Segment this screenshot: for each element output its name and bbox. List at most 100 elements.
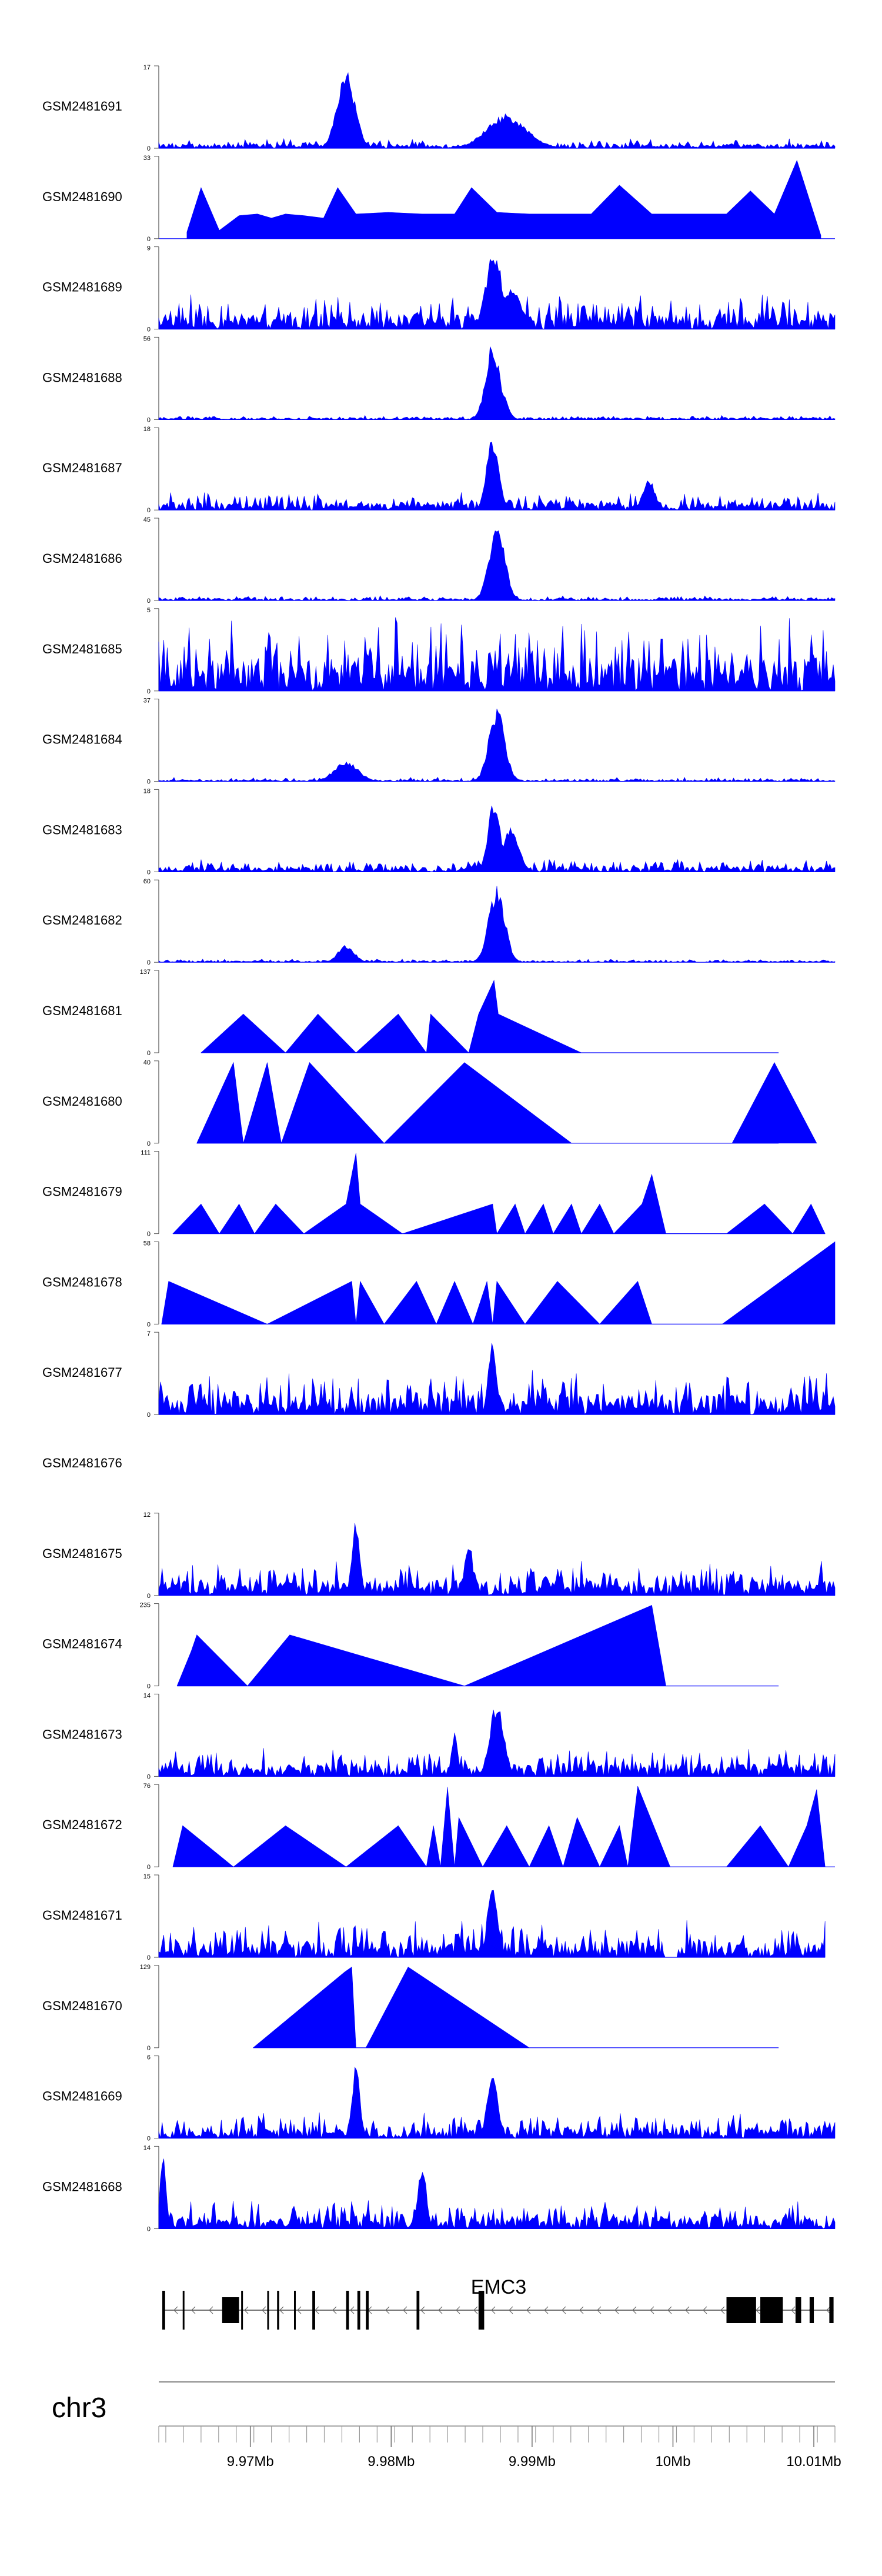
coverage-area bbox=[158, 2158, 836, 2230]
y-max-label: 7 bbox=[147, 1330, 151, 1337]
y-max-label: 137 bbox=[140, 969, 151, 976]
y-zero-label: 0 bbox=[147, 1864, 151, 1871]
track-label: GSM2481682 bbox=[42, 913, 122, 927]
strand-arrow-icon bbox=[597, 2306, 602, 2314]
y-zero-label: 0 bbox=[147, 145, 151, 152]
track-label: GSM2481677 bbox=[42, 1365, 122, 1380]
track-GSM2481672: GSM2481672 76 0 bbox=[42, 1783, 835, 1871]
coverage-area bbox=[252, 1967, 530, 2048]
strand-arrow-icon bbox=[544, 2306, 549, 2314]
track-label: GSM2481691 bbox=[42, 99, 122, 114]
axis-tick-label: 9.99Mb bbox=[509, 2454, 556, 2470]
coverage-area bbox=[161, 1241, 836, 1325]
track-label: GSM2481672 bbox=[42, 1817, 122, 1832]
y-max-label: 9 bbox=[147, 245, 151, 252]
gene-model-track: EMC3 bbox=[162, 2276, 834, 2330]
strand-arrow-icon bbox=[791, 2306, 796, 2314]
y-zero-label: 0 bbox=[147, 326, 151, 333]
y-max-label: 129 bbox=[140, 1964, 151, 1971]
y-max-label: 56 bbox=[143, 335, 151, 342]
coverage-area bbox=[158, 530, 836, 601]
gene-exon bbox=[726, 2297, 756, 2323]
gene-exon bbox=[277, 2291, 279, 2330]
y-max-label: 17 bbox=[143, 64, 151, 71]
track-label: GSM2481687 bbox=[42, 461, 122, 475]
track-label: GSM2481671 bbox=[42, 1908, 122, 1923]
strand-arrow-icon bbox=[350, 2306, 355, 2314]
y-zero-label: 0 bbox=[147, 959, 151, 966]
strand-arrow-icon bbox=[473, 2306, 478, 2314]
strand-arrow-icon bbox=[403, 2306, 407, 2314]
y-zero-label: 0 bbox=[147, 2225, 151, 2233]
coverage-area bbox=[158, 1343, 836, 1415]
track-label: GSM2481685 bbox=[42, 642, 122, 656]
coverage-area bbox=[158, 442, 836, 510]
track-label: GSM2481668 bbox=[42, 2179, 122, 2194]
y-zero-label: 0 bbox=[147, 2135, 151, 2143]
y-max-label: 15 bbox=[143, 1873, 151, 1880]
track-label: GSM2481678 bbox=[42, 1274, 122, 1289]
track-GSM2481689: GSM2481689 9 0 bbox=[42, 245, 836, 333]
track-GSM2481687: GSM2481687 18 0 bbox=[42, 426, 836, 514]
gene-exon bbox=[795, 2297, 801, 2323]
gene-exon bbox=[312, 2291, 315, 2330]
track-GSM2481670: GSM2481670 129 0 bbox=[42, 1964, 779, 2052]
coverage-area bbox=[201, 979, 582, 1053]
y-zero-label: 0 bbox=[147, 2045, 151, 2052]
gene-exon bbox=[182, 2291, 185, 2330]
strand-arrow-icon bbox=[562, 2306, 566, 2314]
track-label: GSM2481680 bbox=[42, 1094, 122, 1109]
gene-exon bbox=[162, 2291, 165, 2330]
y-max-label: 111 bbox=[141, 1150, 151, 1157]
data-tracks: GSM2481691170GSM2481690330GSM248168990GS… bbox=[42, 64, 836, 2233]
gene-exon bbox=[416, 2291, 420, 2330]
y-zero-label: 0 bbox=[147, 688, 151, 695]
strand-arrow-icon bbox=[614, 2306, 619, 2314]
strand-arrow-icon bbox=[191, 2306, 196, 2314]
y-zero-label: 0 bbox=[147, 507, 151, 514]
strand-arrow-icon bbox=[297, 2306, 302, 2314]
genome-axis: 9.97Mb 9.98Mb 9.99Mb 10Mb 10.01Mb bbox=[158, 2425, 841, 2470]
track-label: GSM2481673 bbox=[42, 1727, 122, 1741]
coverage-area bbox=[172, 1153, 826, 1234]
coverage-area bbox=[158, 1710, 836, 1777]
gene-exon bbox=[478, 2291, 485, 2330]
strand-arrow-icon bbox=[579, 2306, 584, 2314]
chromosome-label: chr3 bbox=[52, 2393, 106, 2424]
y-max-label: 18 bbox=[143, 788, 151, 795]
y-zero-label: 0 bbox=[147, 1773, 151, 1780]
y-zero-label: 0 bbox=[147, 1683, 151, 1690]
y-zero-label: 0 bbox=[147, 1954, 151, 1961]
track-GSM2481679: GSM2481679 111 0 bbox=[42, 1150, 826, 1238]
track-label: GSM2481669 bbox=[42, 2089, 122, 2104]
strand-arrow-icon bbox=[244, 2306, 249, 2314]
track-GSM2481678: GSM2481678 58 0 bbox=[42, 1240, 836, 1328]
y-zero-label: 0 bbox=[147, 1050, 151, 1057]
coverage-area bbox=[176, 1604, 666, 1687]
track-label: GSM2481683 bbox=[42, 822, 122, 837]
y-max-label: 12 bbox=[143, 1511, 151, 1519]
strand-arrow-icon bbox=[685, 2306, 690, 2314]
strand-arrow-icon bbox=[826, 2306, 831, 2314]
track-label: GSM2481675 bbox=[42, 1546, 122, 1561]
track-GSM2481680: GSM2481680 40 0 bbox=[42, 1059, 817, 1147]
y-max-label: 18 bbox=[143, 426, 151, 433]
track-label: GSM2481670 bbox=[42, 1998, 122, 2013]
track-GSM2481684: GSM2481684 37 0 bbox=[42, 698, 836, 786]
y-max-label: 45 bbox=[143, 516, 151, 523]
axis-tick-label: 10.01Mb bbox=[786, 2454, 841, 2470]
coverage-area bbox=[158, 1523, 836, 1596]
axis-tick-label: 9.98Mb bbox=[368, 2454, 415, 2470]
gene-exon bbox=[357, 2291, 360, 2330]
track-GSM2481681: GSM2481681 137 0 bbox=[42, 969, 779, 1057]
y-zero-label: 0 bbox=[147, 1593, 151, 1600]
strand-arrow-icon bbox=[491, 2306, 496, 2314]
y-max-label: 37 bbox=[143, 698, 151, 705]
coverage-area bbox=[158, 617, 836, 692]
coverage-area bbox=[186, 159, 821, 239]
y-zero-label: 0 bbox=[147, 1140, 151, 1147]
gene-exon bbox=[294, 2291, 296, 2330]
axis-tick-label: 9.97Mb bbox=[227, 2454, 274, 2470]
strand-arrow-icon bbox=[332, 2306, 337, 2314]
